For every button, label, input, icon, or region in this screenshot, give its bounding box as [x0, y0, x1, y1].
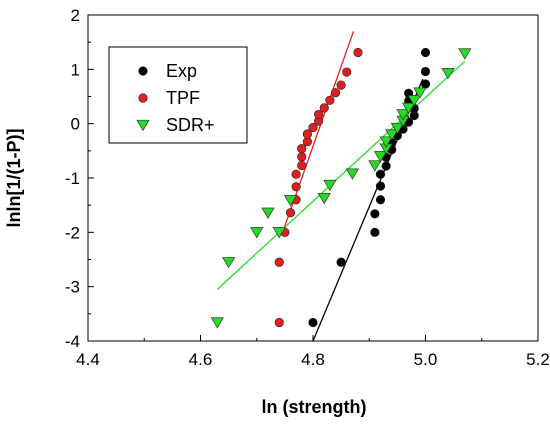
x-axis-title: ln (strength): [262, 397, 367, 417]
point-exp: [375, 195, 386, 205]
point-exp: [420, 47, 431, 58]
x-tick-label: 5.0: [414, 350, 438, 369]
point-sdr: [373, 151, 388, 163]
point-tpf: [325, 95, 335, 105]
x-tick-label: 4.6: [189, 350, 213, 369]
point-exp: [370, 209, 380, 219]
point-sdr: [317, 192, 331, 205]
point-tpf: [297, 144, 307, 154]
point-tpf: [291, 169, 301, 179]
point-tpf: [274, 257, 284, 267]
point-tpf: [336, 80, 346, 90]
y-tick-label: 1: [71, 60, 80, 79]
point-sdr: [441, 67, 455, 80]
point-sdr: [272, 227, 286, 239]
y-axis: -4 -3 -2 -1 0 1 2: [65, 6, 94, 351]
point-sdr: [222, 257, 236, 269]
point-tpf: [342, 67, 352, 77]
point-exp: [336, 257, 346, 267]
legend-label-exp: Exp: [166, 61, 197, 81]
point-exp: [370, 227, 380, 237]
fit-line-tpf: [281, 31, 355, 235]
y-tick-label: -1: [65, 169, 80, 188]
y-tick-label: -2: [65, 223, 80, 242]
point-tpf: [274, 317, 284, 328]
point-tpf: [291, 182, 301, 192]
y-tick-label: -3: [65, 278, 80, 297]
point-sdr: [458, 48, 472, 60]
x-tick-label: 5.2: [526, 350, 550, 369]
point-sdr: [368, 160, 382, 172]
point-tpf: [297, 160, 307, 171]
x-tick-label: 4.4: [76, 350, 100, 369]
point-tpf: [319, 103, 329, 113]
point-exp: [375, 181, 386, 191]
point-exp: [420, 79, 431, 89]
legend-marker-tpf: [138, 93, 148, 103]
point-sdr: [210, 317, 224, 329]
point-tpf: [353, 47, 363, 58]
point-sdr: [390, 122, 404, 135]
point-sdr: [250, 227, 264, 239]
point-sdr: [261, 207, 275, 219]
point-exp: [381, 161, 391, 171]
point-exp: [308, 317, 318, 328]
point-tpf: [285, 208, 296, 218]
legend: Exp TPF SDR+: [108, 46, 248, 144]
legend-marker-exp: [138, 66, 148, 76]
point-tpf: [314, 109, 324, 120]
point-tpf: [308, 122, 318, 133]
data-points: [210, 47, 472, 329]
x-axis: 4.4 4.6 4.8 5.0 5.2: [76, 335, 550, 369]
point-exp: [420, 66, 431, 77]
point-exp: [375, 169, 386, 179]
y-tick-label: 0: [71, 115, 80, 134]
legend-box: [108, 46, 248, 144]
point-tpf: [330, 88, 341, 98]
point-sdr: [407, 95, 421, 107]
point-tpf: [297, 152, 307, 162]
legend-label-tpf: TPF: [166, 88, 200, 108]
y-tick-label: 2: [71, 6, 80, 25]
point-sdr: [396, 109, 410, 121]
point-sdr: [385, 129, 399, 141]
y-tick-label: -4: [65, 332, 80, 351]
point-sdr: [402, 102, 416, 115]
point-sdr: [379, 136, 393, 148]
x-tick-label: 4.8: [301, 350, 325, 369]
fit-line-sdr: [216, 60, 466, 290]
point-tpf: [302, 129, 312, 139]
point-sdr: [283, 195, 298, 207]
y-axis-title: lnln[1/(1-P)]: [4, 129, 24, 228]
legend-marker-sdr: [136, 119, 150, 132]
point-sdr: [323, 179, 337, 192]
point-sdr: [345, 168, 359, 180]
legend-label-sdr: SDR+: [166, 115, 215, 135]
point-sdr: [413, 87, 427, 99]
fit-lines: [216, 31, 466, 342]
